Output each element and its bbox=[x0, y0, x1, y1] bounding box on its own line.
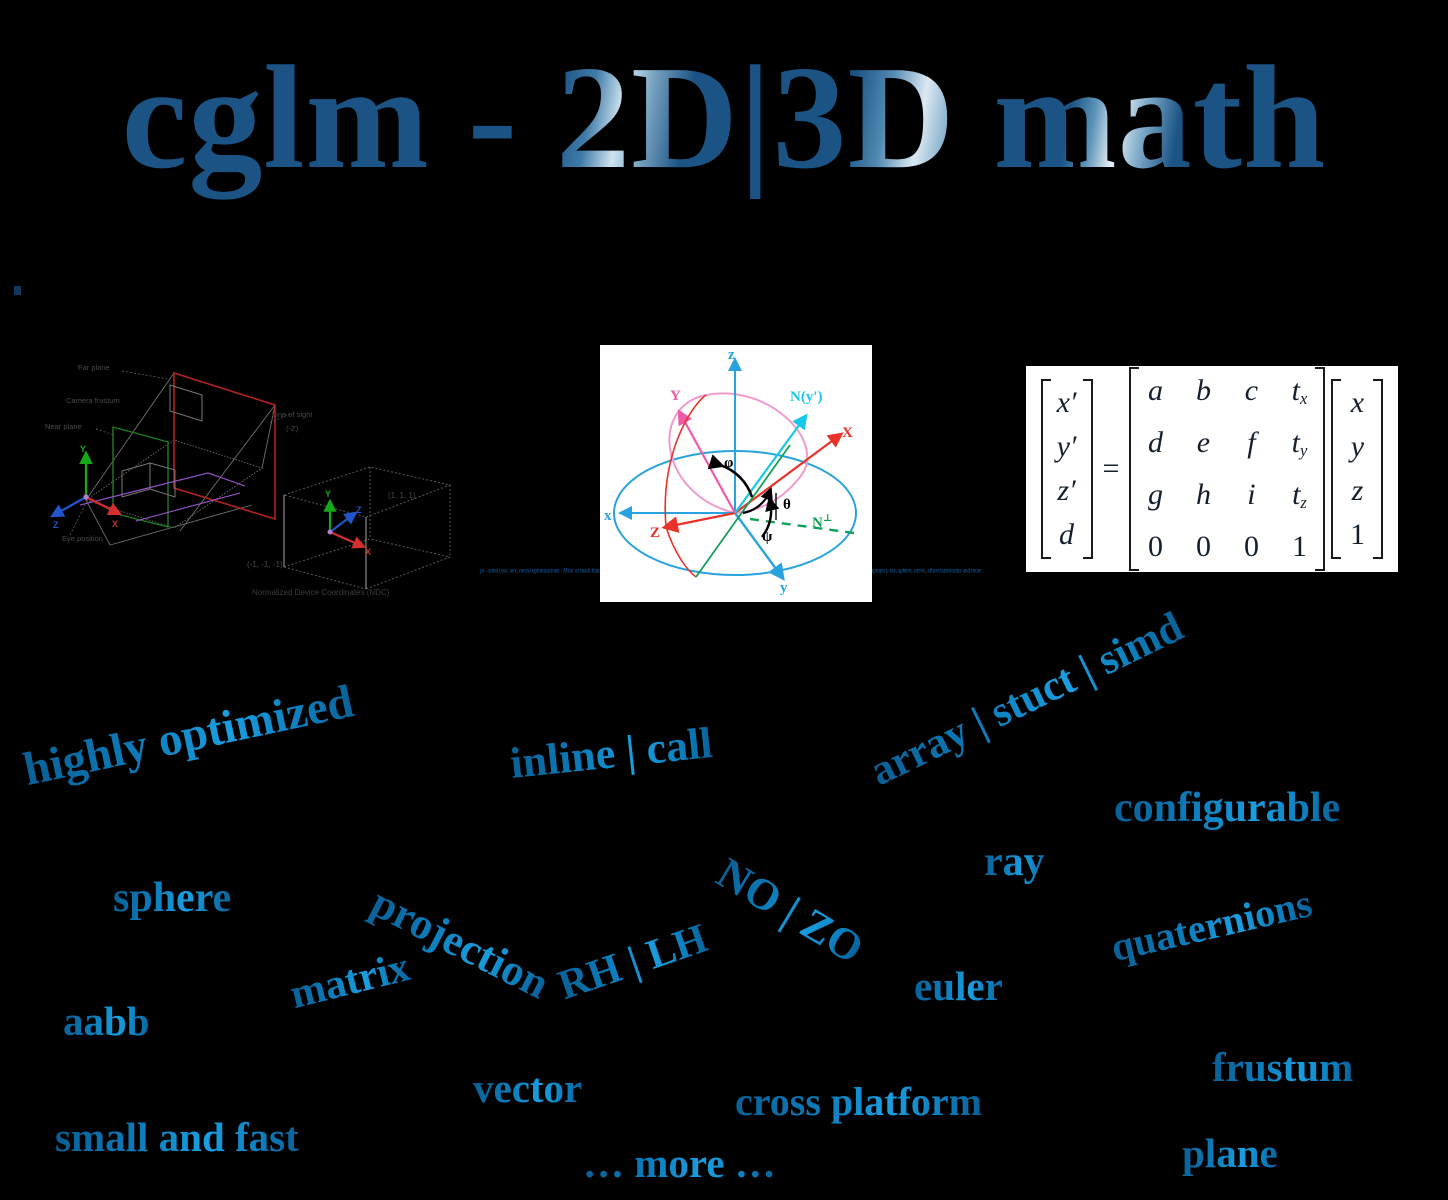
ndc-axis-y-label: Y bbox=[325, 489, 331, 499]
matrix-cell: y bbox=[1350, 430, 1365, 463]
euler-svg: z x y Y X Z N(y') N⊥ φ θ ψ bbox=[604, 347, 857, 596]
matrix-cell: c bbox=[1244, 373, 1259, 407]
axis-y-label: Y bbox=[80, 444, 86, 454]
matrix-cell: 0 bbox=[1147, 530, 1163, 564]
matrix-cell: 1 bbox=[1349, 518, 1365, 551]
euler-node-line-label: N(y') bbox=[790, 389, 823, 405]
matrix-cell: x′ bbox=[1056, 386, 1077, 419]
axis-x-label: X bbox=[112, 519, 118, 529]
matrix-cell: y′ bbox=[1056, 430, 1077, 463]
matrix-cell: x bbox=[1350, 386, 1365, 419]
far-plane-label: Far plane bbox=[78, 363, 110, 372]
euler-fixed-y-label: y bbox=[780, 580, 788, 596]
matrix-cell: f bbox=[1247, 425, 1256, 459]
matrix-cell: a bbox=[1147, 373, 1163, 407]
subtitle-bullet-marker bbox=[14, 286, 21, 295]
keyword-configurable[interactable]: configurable bbox=[1114, 785, 1341, 831]
matrix-cell: 0 bbox=[1195, 530, 1211, 564]
matrix-cell: tx bbox=[1291, 373, 1308, 408]
keyword-more[interactable]: … more … bbox=[583, 1140, 776, 1186]
keyword-frustum[interactable]: frustum bbox=[1212, 1044, 1354, 1090]
euler-angle-psi-label: ψ bbox=[762, 529, 773, 545]
figure-matrix-equation: x′ y′ z′ d = a b c tx d e f ty g h i tz bbox=[1026, 366, 1398, 572]
line-of-sight-axis-label: (-Z) bbox=[286, 424, 299, 433]
input-vector-bracket: x y z 1 bbox=[1331, 377, 1384, 561]
matrix-cell: g bbox=[1147, 478, 1163, 512]
matrix-cell: z bbox=[1351, 474, 1364, 507]
euler-body-x-label: X bbox=[842, 425, 853, 441]
matrix-cell: tz bbox=[1292, 478, 1307, 513]
subtitle-text: Highly Optimized Graphics Math (glm) for… bbox=[40, 568, 982, 576]
euler-body-y-label: Y bbox=[670, 388, 681, 404]
euler-fixed-x-label: x bbox=[604, 508, 612, 524]
keyword-sphere[interactable]: sphere bbox=[113, 875, 232, 921]
ndc-max-label: (1, 1, 1) bbox=[388, 491, 416, 500]
axis-z-label: Z bbox=[53, 520, 59, 530]
result-vector-bracket: x′ y′ z′ d bbox=[1040, 377, 1093, 561]
euler-angle-phi-label: φ bbox=[724, 455, 733, 471]
keyword-small-and-fast[interactable]: small and fast bbox=[55, 1114, 299, 1160]
matrix-cell: h bbox=[1195, 478, 1211, 512]
page-title: cglm - 2D|3D math bbox=[121, 36, 1327, 200]
matrix-cell: ty bbox=[1291, 425, 1308, 461]
camera-frustum-label: Camera frustum bbox=[66, 396, 120, 405]
matrix-cell: b bbox=[1195, 373, 1211, 407]
ndc-axis-z-label: Z bbox=[356, 505, 362, 515]
figure-euler-angles: z x y Y X Z N(y') N⊥ φ θ ψ bbox=[600, 345, 872, 602]
euler-angle-theta-label: θ bbox=[783, 497, 791, 513]
figure-perspective-frustum: Y X Z bbox=[40, 345, 480, 615]
ndc-min-label: (-1, -1, -1) bbox=[247, 560, 283, 569]
matrix-cell: z′ bbox=[1057, 474, 1076, 507]
euler-node-perp-label: N⊥ bbox=[812, 513, 832, 531]
keyword-plane[interactable]: plane bbox=[1182, 1130, 1278, 1176]
keyword-cross-platform[interactable]: cross platform bbox=[735, 1079, 982, 1124]
matrix-cell: d bbox=[1147, 425, 1163, 459]
near-plane-label: Near plane bbox=[45, 422, 82, 431]
matrix-cell: 0 bbox=[1243, 530, 1259, 564]
subtitle-row: Highly Optimized Graphics Math (glm) for… bbox=[0, 282, 1448, 576]
transform-matrix-bracket: a b c tx d e f ty g h i tz 0 0 0 1 bbox=[1129, 365, 1326, 573]
matrix-cell: e bbox=[1196, 425, 1211, 459]
keyword-aabb[interactable]: aabb bbox=[63, 998, 150, 1044]
keyword-vector[interactable]: vector bbox=[473, 1065, 583, 1111]
equals-sign: = bbox=[1102, 452, 1120, 485]
matrix-cell: 1 bbox=[1291, 530, 1307, 564]
ndc-caption: Normalized Device Coordinates (NDC) bbox=[252, 588, 390, 597]
ndc-axis-x-label: X bbox=[365, 547, 371, 557]
eye-position-label: Eye position bbox=[62, 534, 103, 543]
title-block: cglm - 2D|3D math bbox=[0, 44, 1448, 192]
matrix-cell: i bbox=[1247, 478, 1256, 512]
euler-fixed-z-label: z bbox=[728, 347, 735, 363]
matrix-cell: d bbox=[1059, 518, 1075, 551]
keyword-ray[interactable]: ray bbox=[984, 839, 1045, 885]
line-of-sight-label: Line of sight bbox=[272, 410, 313, 419]
keyword-euler[interactable]: euler bbox=[914, 963, 1003, 1009]
frustum-svg: Y X Z bbox=[45, 363, 452, 597]
euler-body-z-label: Z bbox=[650, 525, 660, 541]
